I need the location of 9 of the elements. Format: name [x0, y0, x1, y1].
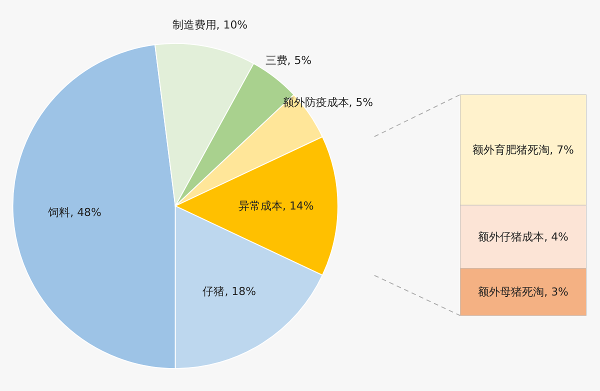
data-label: 额外仔猪成本, 4% — [478, 230, 568, 244]
slice-label: 三费, 5% — [265, 54, 312, 67]
slice-label: 饲料, 48% — [47, 206, 102, 219]
slice-label: 制造费用, 10% — [172, 18, 248, 32]
slice-label: 额外防疫成本, 5% — [282, 96, 374, 109]
slice-label: 异常成本, 14% — [238, 200, 314, 213]
slice-label: 仔猪, 18% — [202, 284, 256, 298]
data-label: 额外育肥猪死淘, 7% — [472, 143, 574, 156]
data-label: 额外母猪死淘, 3% — [478, 286, 568, 299]
